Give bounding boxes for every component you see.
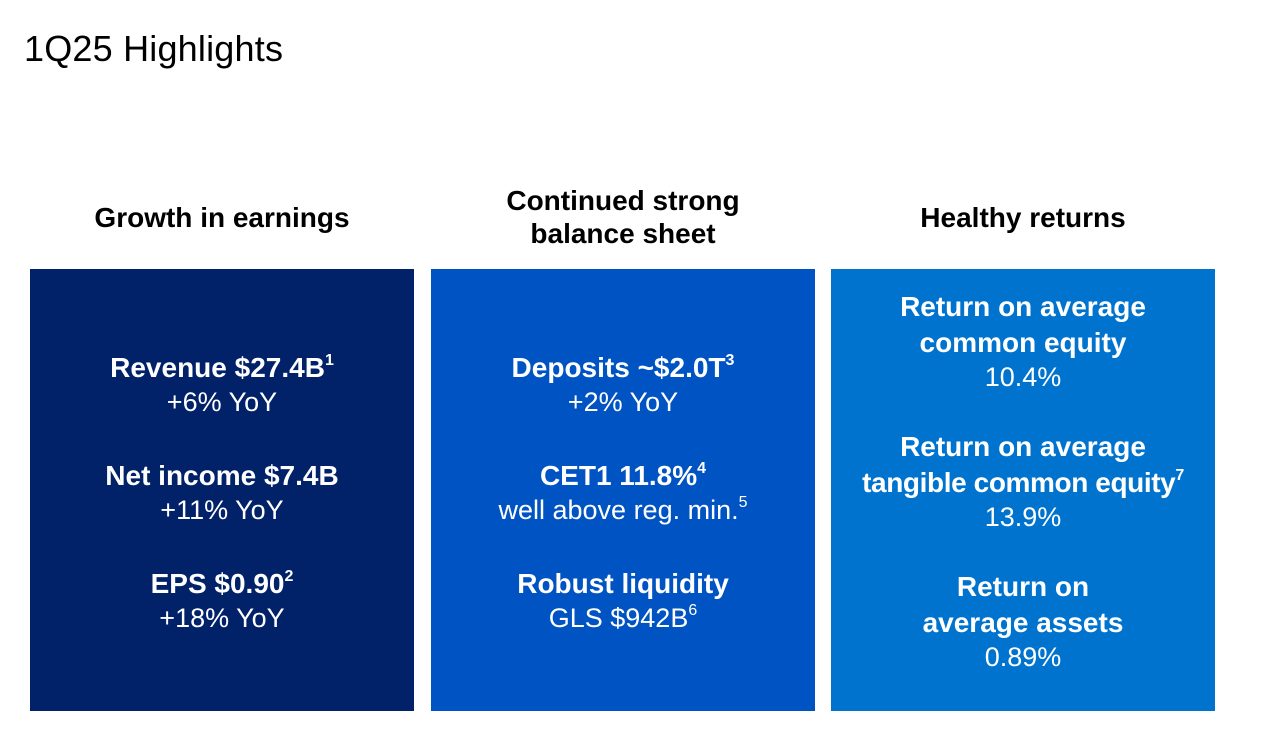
metric-headline-line: tangible common equity7	[862, 466, 1184, 498]
footnote-marker: 2	[284, 567, 294, 585]
footnote-marker: 4	[697, 459, 707, 477]
metric-headline-line: Return on	[956, 571, 1090, 602]
metric-headline: EPS $0.902	[150, 567, 294, 599]
metric-subtext: well above reg. min.5	[498, 494, 748, 526]
metric-headline: CET1 11.8%4	[539, 459, 707, 491]
header-line: Growth in earnings	[94, 201, 350, 233]
metric-headline-line: Return on average	[900, 431, 1146, 462]
footnote-marker: 1	[324, 351, 334, 369]
metric-net-income: Net income $7.4B +11% YoY	[105, 458, 338, 526]
metric-headline: Net income $7.4B	[105, 460, 339, 491]
page-title: 1Q25 Highlights	[24, 28, 284, 69]
metric-subtext: 10.4%	[984, 362, 1062, 392]
column-header-balance-sheet: Continued strong balance sheet	[431, 182, 815, 252]
metric-subtext: +2% YoY	[567, 387, 679, 417]
footnote-marker: 3	[725, 351, 735, 369]
footnote-marker: 6	[688, 602, 698, 619]
panel-growth-in-earnings: Revenue $27.4B1 +6% YoY Net income $7.4B…	[30, 269, 414, 711]
metric-roce: Return on average common equity 10.4%	[900, 289, 1146, 394]
panel-healthy-returns: Return on average common equity 10.4% Re…	[831, 269, 1215, 711]
metric-headline: Deposits ~$2.0T3	[511, 351, 735, 383]
metric-headline: Revenue $27.4B1	[110, 351, 334, 383]
metric-cet1: CET1 11.8%4 well above reg. min.5	[498, 458, 747, 526]
metric-subtext: GLS $942B6	[548, 602, 698, 634]
metric-headline-line: Return on average	[900, 291, 1146, 322]
metric-liquidity: Robust liquidity GLS $942B6	[517, 566, 729, 634]
header-line: balance sheet	[530, 218, 716, 249]
metric-subtext: +18% YoY	[159, 603, 285, 633]
metric-deposits: Deposits ~$2.0T3 +2% YoY	[512, 350, 735, 418]
metric-revenue: Revenue $27.4B1 +6% YoY	[110, 350, 334, 418]
footnote-marker: 5	[738, 494, 748, 511]
footnote-marker: 7	[1175, 466, 1184, 484]
column-header-healthy-returns: Healthy returns	[831, 182, 1215, 252]
metric-headline-line: common equity	[919, 327, 1127, 358]
header-line: Healthy returns	[920, 201, 1126, 233]
metric-roaa: Return on average assets 0.89%	[923, 569, 1124, 674]
column-header-growth-in-earnings: Growth in earnings	[30, 182, 414, 252]
metric-subtext: +6% YoY	[166, 387, 278, 417]
metric-eps: EPS $0.902 +18% YoY	[151, 566, 294, 634]
metric-headline: Robust liquidity	[517, 568, 729, 599]
panel-balance-sheet: Deposits ~$2.0T3 +2% YoY CET1 11.8%4 wel…	[431, 269, 815, 711]
metric-subtext: 13.9%	[984, 502, 1062, 532]
metric-subtext: 0.89%	[984, 642, 1062, 672]
metric-rotce: Return on average tangible common equity…	[862, 429, 1184, 534]
metric-subtext: +11% YoY	[160, 495, 284, 525]
header-line: Continued strong	[506, 185, 740, 216]
metric-headline-line: average assets	[922, 607, 1124, 638]
